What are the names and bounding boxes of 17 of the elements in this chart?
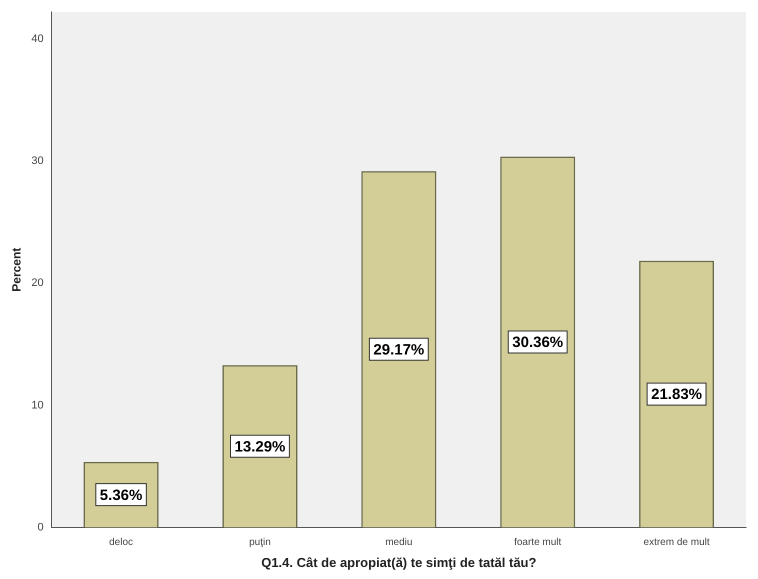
y-tick-label: 40 — [31, 32, 44, 45]
data-label: 30.36% — [512, 334, 564, 352]
data-label: 21.83% — [651, 386, 702, 404]
y-tick-label: 20 — [31, 277, 44, 290]
data-label: 13.29% — [234, 438, 286, 456]
x-axis-title: Q1.4. Cât de apropiat(ă) te simţi de tatăl tău? — [261, 554, 536, 570]
data-label: 5.36% — [100, 486, 142, 504]
y-axis-title: Percent — [10, 248, 24, 292]
x-tick-label: foarte mult — [514, 537, 562, 548]
y-tick-label: 30 — [31, 155, 44, 168]
data-label: 29.17% — [373, 341, 424, 358]
y-tick-label: 0 — [38, 521, 44, 534]
x-tick-label: puţin — [249, 537, 271, 548]
x-tick-label: extrem de mult — [643, 537, 710, 548]
y-tick-label: 10 — [31, 399, 44, 412]
x-tick-label: deloc — [109, 537, 134, 548]
x-tick-label: mediu — [385, 537, 412, 548]
